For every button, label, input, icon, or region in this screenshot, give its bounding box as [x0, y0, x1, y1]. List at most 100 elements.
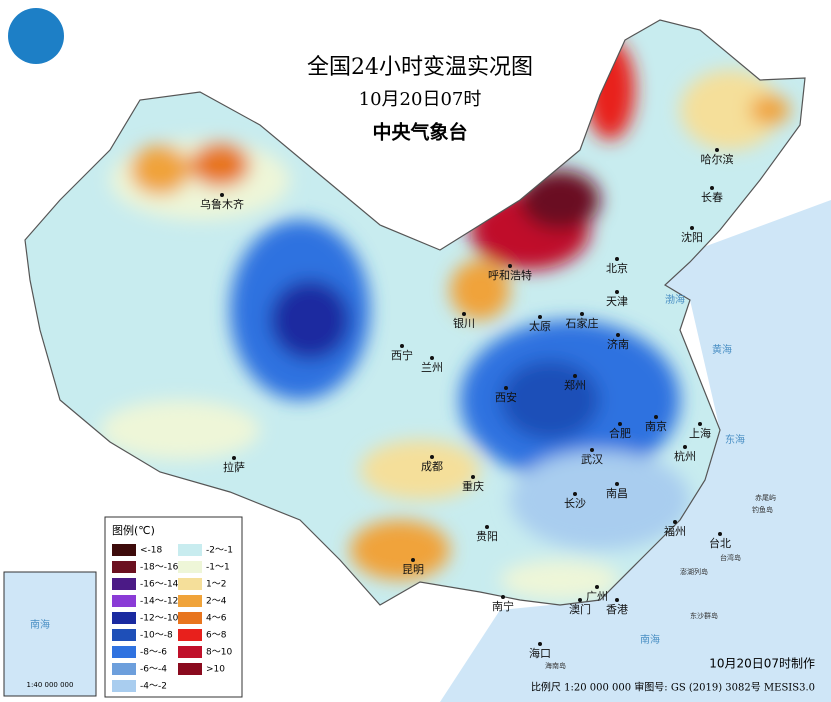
city-dot — [508, 264, 512, 268]
city-label: 上海 — [689, 426, 711, 440]
city-label: 广州 — [586, 590, 608, 603]
city-dot — [615, 290, 619, 294]
city-label: 哈尔滨 — [701, 152, 734, 166]
city-label: 银川 — [453, 316, 475, 330]
legend-label: -8～-6 — [140, 648, 167, 658]
city-dot — [485, 525, 489, 529]
sea-label: 黄海 — [712, 343, 732, 356]
city-dot — [220, 193, 224, 197]
city-dot — [573, 492, 577, 496]
city-label: 郑州 — [564, 378, 586, 392]
sea-label: 渤海 — [665, 293, 685, 306]
city-label: 福州 — [664, 524, 686, 538]
city-label: 贵阳 — [476, 530, 498, 543]
city-label: 合肥 — [609, 426, 631, 440]
city-dot — [462, 312, 466, 316]
legend-swatch — [178, 561, 202, 573]
title: 全国24小时变温实况图 — [307, 55, 533, 80]
city-label: 长春 — [701, 191, 723, 204]
legend-label: -1～1 — [206, 563, 230, 573]
city-dot — [430, 356, 434, 360]
city-dot — [232, 456, 236, 460]
city-dot — [430, 455, 434, 459]
legend-label: >10 — [206, 665, 225, 675]
legend-swatch — [112, 595, 136, 607]
sea-area — [440, 200, 831, 702]
agency: 中央气象台 — [372, 121, 467, 144]
inset-box — [3, 571, 97, 697]
legend-swatch — [112, 544, 136, 556]
city-label: 太原 — [529, 320, 551, 333]
city-dot — [690, 226, 694, 230]
city-dot — [471, 475, 475, 479]
legend-swatch — [178, 544, 202, 556]
legend-label: 1～2 — [206, 580, 226, 590]
legend-swatch — [178, 663, 202, 675]
island-label: 澎湖列岛 — [680, 567, 708, 576]
legend-swatch — [178, 595, 202, 607]
city-label: 呼和浩特 — [488, 268, 532, 282]
logo — [8, 8, 64, 64]
city-dot — [580, 312, 584, 316]
inset-scale: 1:40 000 000 — [27, 681, 74, 689]
legend-label: 8～10 — [206, 648, 232, 658]
city-label: 台北 — [709, 536, 731, 550]
legend-title: 图例(℃) — [112, 523, 155, 537]
city-dot — [615, 482, 619, 486]
city-label: 北京 — [606, 261, 628, 275]
city-label: 南宁 — [492, 599, 514, 613]
legend-label: <-18 — [140, 546, 163, 556]
city-dot — [590, 448, 594, 452]
legend-swatch — [112, 680, 136, 692]
made-time: 10月20日07时制作 — [709, 657, 815, 671]
city-dot — [710, 186, 714, 190]
legend-label: 4～6 — [206, 614, 227, 624]
city-dot — [411, 558, 415, 562]
inset-sea: 南海 — [30, 618, 50, 631]
city-label: 济南 — [607, 337, 629, 351]
island-label: 东沙群岛 — [690, 611, 718, 620]
sea-label: 东海 — [725, 433, 745, 446]
city-label: 南京 — [645, 419, 667, 433]
city-dot — [615, 257, 619, 261]
legend-swatch — [112, 646, 136, 658]
city-dot — [595, 585, 599, 589]
legend-label: -10～-8 — [140, 631, 173, 641]
island-label: 海南岛 — [545, 661, 566, 670]
city-label: 天津 — [606, 295, 628, 308]
city-label: 武汉 — [581, 453, 603, 466]
city-dot — [698, 422, 702, 426]
city-dot — [504, 386, 508, 390]
legend-swatch — [178, 629, 202, 641]
legend-swatch — [112, 578, 136, 590]
city-label: 南昌 — [606, 487, 628, 500]
legend-label: -18～-16 — [140, 563, 179, 573]
legend-swatch — [112, 629, 136, 641]
city-dot — [501, 595, 505, 599]
city-dot — [573, 374, 577, 378]
island-label: 钓鱼岛 — [752, 505, 773, 514]
city-dot — [578, 598, 582, 602]
legend-label: 6～8 — [206, 631, 227, 641]
city-label: 长沙 — [564, 497, 586, 510]
city-dot — [654, 415, 658, 419]
city-label: 兰州 — [421, 361, 443, 374]
island-label: 赤尾屿 — [755, 493, 776, 502]
city-dot — [683, 445, 687, 449]
city-label: 成都 — [421, 460, 443, 473]
sea-label: 南海 — [640, 633, 660, 646]
legend-label: -16～-14 — [140, 580, 179, 590]
legend-label: 2～4 — [206, 597, 227, 607]
city-label: 石家庄 — [566, 316, 599, 330]
legend-label: -14～-12 — [140, 597, 178, 607]
city-dot — [715, 148, 719, 152]
legend-label: -4～-2 — [140, 682, 167, 692]
city-label: 西安 — [495, 390, 517, 404]
city-dot — [615, 598, 619, 602]
legend-label: -12～-10 — [140, 614, 179, 624]
city-dot — [718, 532, 722, 536]
city-label: 乌鲁木齐 — [200, 197, 244, 211]
city-dot — [538, 642, 542, 646]
legend-swatch — [178, 646, 202, 658]
city-label: 沈阳 — [681, 230, 703, 244]
